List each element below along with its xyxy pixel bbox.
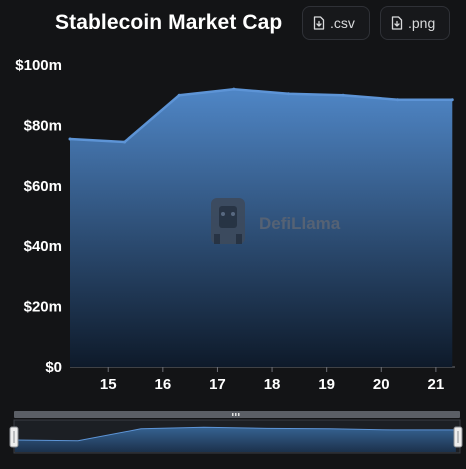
data-point — [286, 92, 290, 96]
x-tick-label: 15 — [100, 376, 117, 393]
download-png-label: .png — [408, 15, 436, 31]
y-tick-label: $80m — [24, 117, 62, 134]
watermark-text: DefiLlama — [259, 214, 341, 233]
llama-logo-icon — [211, 198, 245, 244]
y-tick-label: $20m — [24, 299, 62, 316]
data-point — [177, 93, 181, 97]
x-tick-label: 18 — [264, 376, 281, 393]
data-point — [68, 137, 72, 141]
y-tick-label: $60m — [24, 178, 62, 195]
y-axis: $0 $20m $40m $60m $80m $100m — [15, 57, 62, 376]
slider-right-handle[interactable] — [453, 426, 463, 448]
market-cap-line — [69, 87, 453, 144]
x-tick-label: 19 — [318, 376, 335, 393]
defillama-watermark: DefiLlama — [211, 198, 341, 244]
data-points — [68, 87, 454, 144]
slider-left-handle[interactable] — [9, 426, 19, 448]
file-download-icon — [313, 16, 325, 30]
y-tick-label: $0 — [45, 359, 62, 376]
x-tick-label: 20 — [373, 376, 390, 393]
x-tick-label: 17 — [209, 376, 226, 393]
download-csv-button[interactable]: .csv — [302, 6, 370, 40]
data-point — [341, 93, 345, 97]
download-csv-label: .csv — [330, 15, 355, 31]
slider-preview-area — [15, 427, 456, 452]
data-point — [123, 140, 127, 144]
x-tick-label: 21 — [428, 376, 445, 393]
data-point — [396, 98, 400, 102]
slider-preview-line — [14, 426, 456, 442]
market-cap-area — [70, 89, 453, 367]
chart-title: Stablecoin Market Cap — [55, 11, 283, 34]
y-tick-label: $40m — [24, 238, 62, 255]
file-download-icon — [391, 16, 403, 30]
data-point — [450, 98, 454, 102]
y-tick-label: $100m — [15, 57, 62, 74]
slider-top-bar[interactable] — [14, 411, 460, 418]
download-png-button[interactable]: .png — [380, 6, 450, 40]
x-tick-label: 16 — [154, 376, 171, 393]
zoom-slider[interactable] — [9, 411, 463, 454]
chart-header: Stablecoin Market Cap .csv .png — [0, 0, 466, 52]
slider-grip-icon — [232, 413, 240, 416]
data-point — [232, 87, 236, 91]
x-axis: 15 16 17 18 19 20 21 — [70, 366, 455, 393]
